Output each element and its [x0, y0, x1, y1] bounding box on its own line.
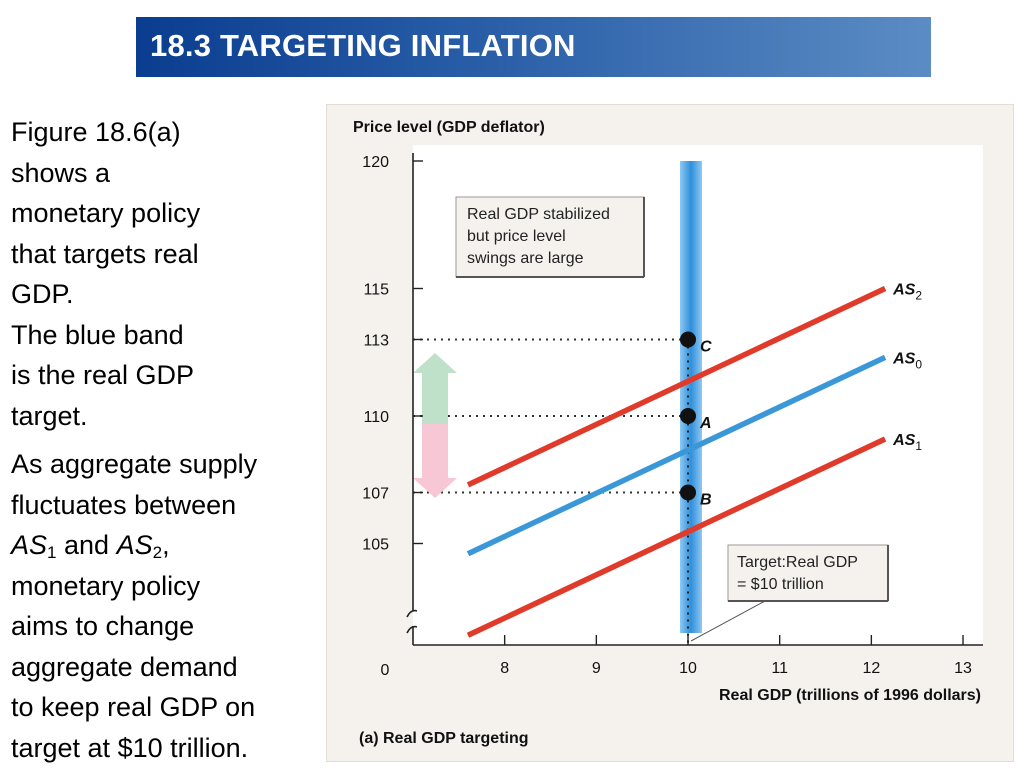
annotation-1-box — [455, 196, 645, 278]
down-arrow-icon — [413, 424, 457, 498]
x-tick-label: 9 — [592, 660, 601, 677]
y-tick-label: 110 — [363, 409, 389, 426]
annotation-2-box — [727, 544, 889, 602]
y-tick-label: 120 — [362, 154, 389, 171]
y-tick-label: 105 — [362, 537, 389, 554]
supply-curves: AS2 AS0 AS1 — [466, 282, 922, 638]
x-tick-label: 10 — [679, 660, 697, 677]
origin-label: 0 — [381, 662, 390, 679]
annotation-2-line-1: Target:Real GDP — [737, 554, 858, 571]
figure-caption: (a) Real GDP targeting — [359, 730, 529, 747]
explanation-text: Figure 18.6(a) shows a monetary policy t… — [11, 112, 331, 768]
annotation-1-line-3: swings are large — [467, 250, 584, 267]
up-arrow-icon — [413, 353, 457, 424]
curve-label-as1: AS1 — [892, 432, 922, 453]
supply-curve-as2 — [466, 286, 887, 488]
curve-label-subscript: 2 — [915, 289, 922, 303]
y-axis-break-mark — [406, 625, 418, 634]
x-tick-label: 13 — [954, 660, 972, 677]
x-tick-label: 8 — [500, 660, 509, 677]
text-line: As aggregate supply — [11, 449, 258, 479]
annotation-1-line-2: but price level — [467, 228, 566, 245]
y-tick-label: 107 — [362, 486, 389, 503]
x-tick-label: 11 — [771, 660, 788, 677]
text-line: to keep real GDP on — [11, 692, 256, 722]
annotation-box-2: Target:Real GDP = $10 trillion — [690, 544, 889, 642]
curve-label-subscript: 0 — [915, 357, 922, 371]
and-word: and — [56, 530, 117, 560]
as2-label: AS — [116, 530, 153, 560]
annotation-2-leader-line — [690, 600, 766, 642]
y-tick-label: 115 — [363, 282, 389, 299]
point-a — [680, 408, 697, 424]
curve-label-subscript: 1 — [915, 439, 922, 453]
text-line: aims to change — [11, 611, 195, 641]
y-axis-label: Price level (GDP deflator) — [353, 119, 545, 136]
point-b — [680, 484, 697, 501]
annotation-1-line-1: Real GDP stabilized — [467, 206, 610, 223]
annotation-2-line-2: = $10 trillion — [737, 576, 824, 593]
supply-curve-as1 — [466, 436, 887, 638]
target-band — [680, 161, 702, 633]
point-label-b: B — [700, 492, 712, 509]
as1-label: AS — [11, 530, 48, 560]
text-line: that targets real — [11, 238, 199, 269]
comma: , — [162, 530, 170, 560]
point-label-a: A — [699, 415, 712, 432]
slide-title: 18.3 TARGETING INFLATION — [150, 28, 576, 63]
axes — [406, 153, 983, 646]
text-line: target at $10 trillion. — [11, 732, 249, 763]
equilibrium-points: C A B — [680, 331, 712, 509]
y-axis-break-mark — [406, 609, 418, 618]
text-line: Figure 18.6(a) — [11, 117, 181, 147]
text-line: monetary policy — [11, 198, 201, 228]
swing-arrows — [413, 353, 457, 498]
title-bar: 18.3 TARGETING INFLATION — [136, 17, 931, 77]
paragraph-1: Figure 18.6(a) shows a monetary policy t… — [11, 112, 331, 436]
text-line: fluctuates between — [11, 489, 237, 520]
text-line: monetary policy — [11, 570, 201, 601]
x-tick-label: 12 — [862, 660, 880, 677]
text-line: aggregate demand — [11, 651, 238, 682]
text-line: shows a — [11, 157, 111, 188]
point-label-c: C — [700, 339, 712, 356]
as1-subscript: 1 — [47, 543, 57, 562]
curve-label-as0: AS0 — [892, 350, 922, 371]
annotation-box-1: Real GDP stabilized but price level swin… — [455, 196, 645, 278]
text-line: The blue band — [11, 319, 184, 350]
curve-label-as2: AS2 — [892, 282, 922, 303]
text-line: GDP. — [11, 279, 74, 309]
point-c — [680, 331, 697, 348]
x-axis-label: Real GDP (trillions of 1996 dollars) — [719, 687, 981, 704]
supply-curve-as0 — [466, 354, 887, 557]
text-line: is the real GDP — [11, 360, 195, 390]
paragraph-2: As aggregate supply fluctuates between A… — [11, 444, 331, 768]
guide-lines — [413, 338, 690, 645]
as2-subscript: 2 — [152, 543, 163, 562]
y-tick-label: 113 — [363, 333, 389, 350]
text-line: target. — [11, 400, 88, 431]
